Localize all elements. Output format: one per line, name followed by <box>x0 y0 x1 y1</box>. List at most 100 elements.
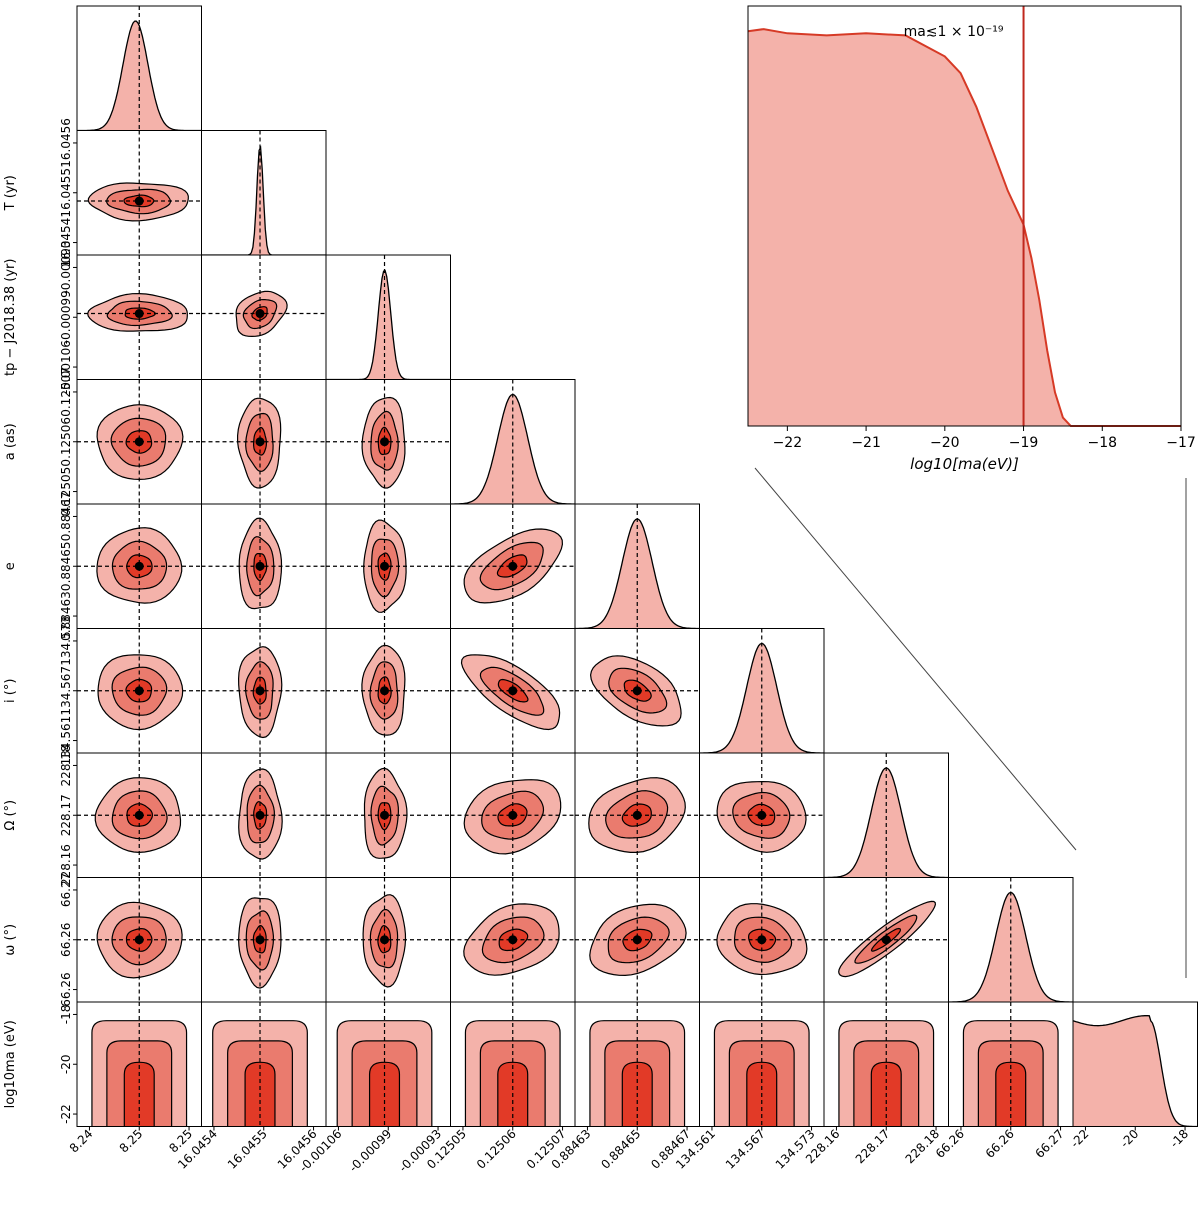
truth-point <box>508 935 518 945</box>
panel-content <box>713 1002 810 1127</box>
truth-point <box>757 935 767 945</box>
panel-content <box>699 877 824 1002</box>
marginal-fill <box>824 767 949 878</box>
x-tick-label: 134.567 <box>723 1127 768 1172</box>
panel-logma-vs-Omega <box>823 1001 949 1127</box>
panel-Omega-vs-D <box>76 752 202 878</box>
panel-i-vs-i <box>699 628 825 754</box>
y-tick-label: 66.26 <box>59 923 73 957</box>
panel-content <box>575 753 700 878</box>
y-axis-label-omega: ω (°) <box>3 924 18 956</box>
panel-content <box>201 379 326 504</box>
y-tick-label: 0.12507 <box>59 367 73 417</box>
panel-tp-vs-T <box>201 254 327 380</box>
truth-point <box>508 686 518 696</box>
x-tick-label: 66.27 <box>1032 1127 1066 1161</box>
panel-logma-vs-D <box>76 1001 202 1127</box>
panel-tp-vs-D <box>76 254 202 380</box>
panel-content <box>962 1002 1059 1127</box>
x-tick-label: -22 <box>1068 1127 1092 1151</box>
panel-logma-vs-logma <box>1072 1001 1198 1127</box>
inset-plot: ma≲1 × 10⁻¹⁹ −22 −21 −20 −19 −18 −17 log10[ma(e… <box>747 5 1196 473</box>
inset-x-tick-label: −19 <box>1009 435 1039 451</box>
marginal-line <box>201 145 326 255</box>
truth-point <box>134 561 144 571</box>
panel-Omega-vs-Omega <box>823 752 949 878</box>
panel-content <box>77 6 202 131</box>
panel-content <box>464 1002 561 1127</box>
truth-point <box>508 810 518 820</box>
panel-content <box>77 753 202 878</box>
truth-point <box>255 810 265 820</box>
y-tick-label: -20 <box>59 1054 73 1074</box>
y-tick-label: 66.27 <box>59 873 73 907</box>
panel-D-vs-D <box>76 5 202 131</box>
marginal-line <box>699 642 824 753</box>
marginal-line <box>450 393 575 504</box>
panel-content <box>326 379 451 504</box>
truth-point <box>134 309 144 319</box>
panel-logma-vs-i <box>699 1001 825 1127</box>
panel-a-vs-T <box>201 379 327 505</box>
panel-content <box>589 1002 686 1127</box>
panel-i-vs-tp <box>325 628 451 754</box>
panel-i-vs-e <box>574 628 700 754</box>
inset-area-fill <box>748 29 1181 426</box>
panel-e-vs-e <box>574 503 700 629</box>
panel-content <box>77 379 202 504</box>
panel-content <box>326 255 451 380</box>
panel-content <box>91 1002 188 1127</box>
y-axis-label-T: T (yr) <box>3 175 18 211</box>
inset-annotation: ma≲1 × 10⁻¹⁹ <box>904 24 1004 40</box>
marginal-line <box>575 518 700 629</box>
panel-content <box>201 753 326 878</box>
panel-content <box>326 504 451 629</box>
marginal-fill <box>1073 1015 1198 1127</box>
y-tick-label: -0.00099 <box>59 290 73 344</box>
x-tick-label: 228.17 <box>853 1127 893 1167</box>
inset-x-tick-label: −22 <box>773 435 803 451</box>
y-axis-label-Omega: Ω (°) <box>3 800 18 831</box>
truth-point <box>380 686 390 696</box>
panel-content <box>450 379 575 504</box>
y-tick-label: 0.12506 <box>59 417 73 467</box>
panel-content <box>201 255 326 380</box>
x-tick-label: 0.88465 <box>598 1127 643 1172</box>
panel-content <box>1073 1015 1198 1127</box>
panel-content <box>575 877 700 1002</box>
truth-point <box>134 686 144 696</box>
y-tick-label: -18 <box>59 1005 73 1025</box>
y-tick-label: 134.573 <box>59 616 73 666</box>
panel-e-vs-a <box>450 503 576 629</box>
panel-content <box>77 255 202 380</box>
panel-content <box>838 1002 935 1127</box>
y-tick-label: 0.88465 <box>59 541 73 591</box>
truth-point <box>632 810 642 820</box>
y-tick-label: 228.18 <box>59 744 73 786</box>
inset-area-line <box>747 28 1181 427</box>
y-tick-label: 16.0456 <box>59 118 73 168</box>
panel-content <box>450 753 575 878</box>
panel-Omega-vs-T <box>201 752 327 878</box>
y-axis-label-e: e <box>3 562 18 570</box>
panel-T-vs-T <box>201 130 327 256</box>
panel-Omega-vs-e <box>574 752 700 878</box>
y-tick-label: 134.561 <box>59 716 73 766</box>
x-tick-label: 8.24 <box>67 1127 96 1156</box>
marginal-fill <box>77 21 202 131</box>
panel-logma-vs-a <box>450 1001 576 1127</box>
y-tick-label: -0.00093 <box>59 240 73 294</box>
panel-i-vs-a <box>450 628 576 754</box>
inset-x-tick-label: −18 <box>1087 435 1117 451</box>
x-tick-label: -0.00099 <box>346 1127 394 1175</box>
inset-connector-line <box>754 467 1077 851</box>
panel-content <box>201 877 326 1002</box>
y-tick-label: 0.12505 <box>59 467 73 517</box>
panel-omega-vs-a <box>450 877 576 1003</box>
panel-content <box>824 753 949 878</box>
y-tick-label: 0.88467 <box>59 492 73 542</box>
panel-content <box>77 628 202 753</box>
panel-omega-vs-omega <box>948 877 1074 1003</box>
panel-content <box>699 628 824 753</box>
